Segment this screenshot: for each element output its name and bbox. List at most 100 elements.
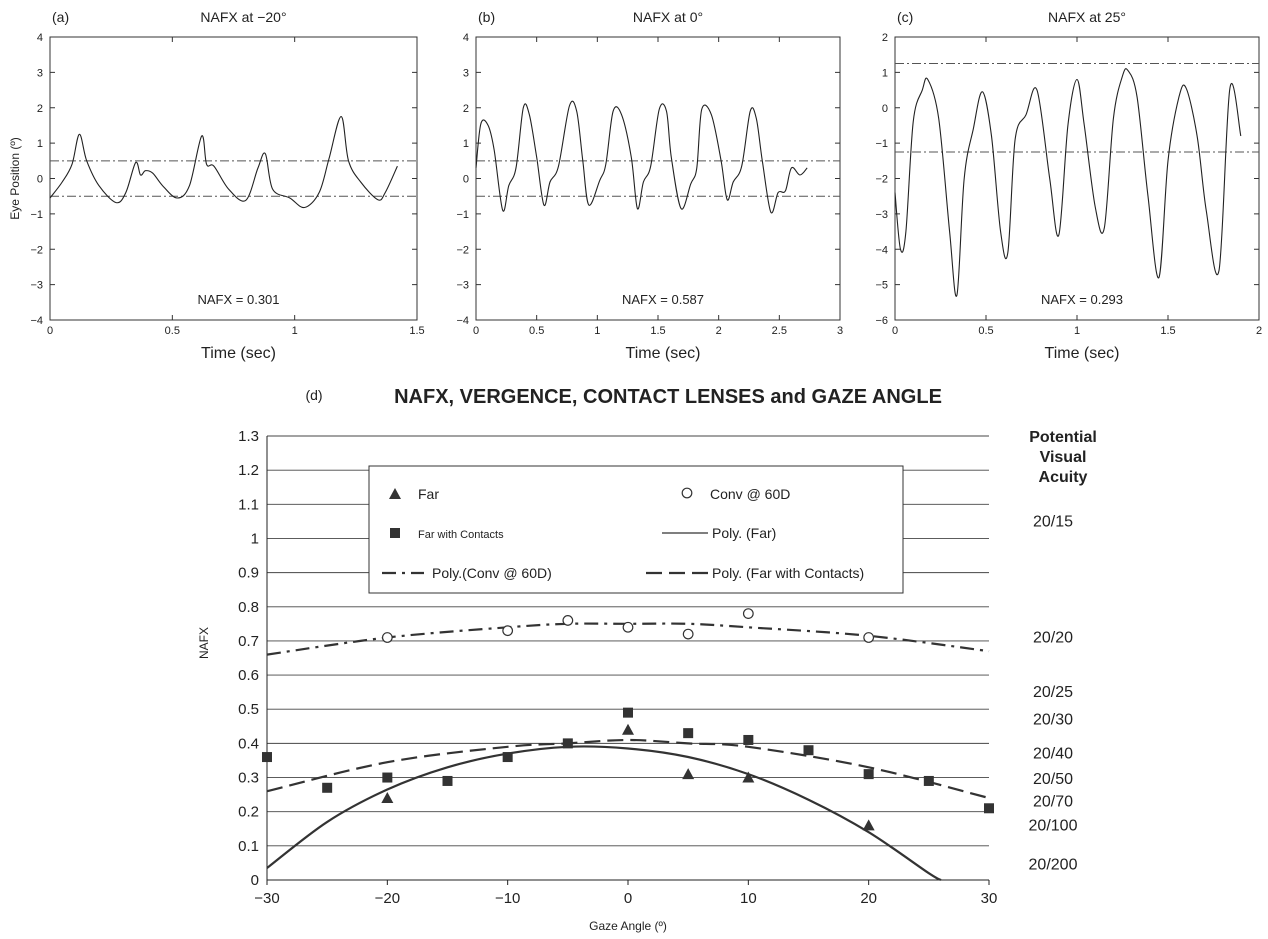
acuity-title: Potential	[1029, 429, 1097, 446]
data-point	[502, 625, 514, 637]
panel-tag: (b)	[478, 9, 495, 25]
legend-conv-marker	[681, 487, 693, 499]
y-tick-label: 1	[37, 138, 43, 150]
y-tick-label: 0.4	[238, 735, 259, 752]
data-point	[382, 772, 393, 783]
panel-tag: (d)	[305, 387, 322, 403]
data-point	[803, 745, 814, 756]
x-tick-label: 0	[47, 325, 53, 337]
data-point	[562, 615, 574, 626]
panel-b: −4 −3 −2 −1 0 1 2 3 4 0 0.5 1 1.5 2 2.5 3 (b) NAFX at 0° N…	[456, 9, 843, 362]
y-tick-label: 1.3	[238, 428, 259, 445]
data-point	[743, 734, 754, 745]
y-tick-label: −4	[30, 315, 43, 327]
panel-tag: (c)	[897, 9, 913, 25]
y-tick-label: 4	[463, 32, 469, 44]
y-tick-label: 3	[463, 67, 469, 79]
x-tick-label: 1.5	[650, 325, 665, 337]
y-tick-label: 1.2	[238, 462, 259, 479]
acuity-label: 20/20	[1033, 630, 1073, 647]
acuity-label: 20/200	[1029, 857, 1078, 874]
nafx-annotation: NAFX = 0.301	[197, 292, 279, 307]
y-tick-label: 1.1	[238, 496, 259, 513]
x-tick-label: 1.5	[1160, 325, 1175, 337]
data-point	[562, 738, 573, 749]
data-point	[442, 775, 453, 786]
x-tick-label: 0.5	[978, 325, 993, 337]
panel-c: −6 −5 −4 −3 −2 −1 0 1 2 0 0.5 1 1.5 2 (c) NAFX at 25° NA…	[875, 9, 1262, 362]
panel-tag: (a)	[52, 9, 69, 25]
x-tick-label: 30	[981, 890, 998, 907]
eye-position-trace	[49, 116, 398, 209]
y-tick-label: 0.2	[238, 804, 259, 821]
y-tick-label: −1	[456, 209, 469, 221]
y-tick-label: −4	[456, 315, 469, 327]
legend-contacts-marker	[390, 528, 400, 538]
data-point	[862, 819, 875, 831]
y-tick-label: −3	[30, 280, 43, 292]
y-tick-label: 3	[37, 67, 43, 79]
y-tick-label: −6	[875, 315, 888, 327]
y-tick-label: 0.6	[238, 667, 259, 684]
legend-label: Far with Contacts	[418, 529, 504, 541]
x-tick-label: 1	[292, 325, 298, 337]
x-tick-label: 0	[892, 325, 898, 337]
data-point	[683, 728, 694, 739]
data-point	[863, 769, 874, 780]
x-tick-label: 2	[716, 325, 722, 337]
y-axis-label: Eye Position (º)	[8, 137, 22, 219]
x-tick-label: 0	[473, 325, 479, 337]
nafx-annotation: NAFX = 0.587	[622, 292, 704, 307]
x-tick-label: 20	[860, 890, 877, 907]
y-tick-label: 2	[882, 32, 888, 44]
y-tick-label: 0.3	[238, 770, 259, 787]
y-tick-label: −2	[30, 244, 43, 256]
data-point	[622, 723, 634, 735]
panel-title: NAFX at 0°	[633, 9, 703, 25]
y-tick-label: 0	[463, 174, 469, 186]
acuity-title: Acuity	[1039, 469, 1088, 486]
x-tick-label: 2.5	[772, 325, 787, 337]
y-tick-label: 0.5	[238, 701, 259, 718]
y-tick-label: 0	[251, 872, 259, 889]
y-tick-label: −5	[875, 280, 888, 292]
x-axis-label: Time (sec)	[1045, 345, 1120, 362]
data-point	[623, 707, 633, 718]
y-tick-label: −2	[875, 174, 888, 186]
x-tick-label: −30	[254, 890, 279, 907]
legend-label: Poly.(Conv @ 60D)	[432, 565, 552, 581]
panel-title: NAFX at −20°	[200, 9, 286, 25]
legend-label: Poly. (Far)	[712, 525, 776, 541]
panel-title: NAFX at 25°	[1048, 9, 1126, 25]
data-point	[381, 792, 394, 804]
y-tick-label: 0.9	[238, 565, 259, 582]
data-point	[262, 752, 272, 763]
acuity-label: 20/100	[1029, 817, 1078, 834]
y-tick-label: 4	[37, 32, 43, 44]
x-tick-label: 3	[837, 325, 843, 337]
y-tick-label: 2	[463, 103, 469, 115]
x-tick-label: 0.5	[529, 325, 544, 337]
eye-position-trace	[475, 100, 808, 214]
data-point	[984, 803, 994, 814]
y-tick-label: −3	[875, 209, 888, 221]
plot-frame	[49, 36, 418, 321]
y-tick-label: 0.7	[238, 633, 259, 650]
legend-label: Poly. (Far with Contacts)	[712, 565, 864, 581]
data-point	[742, 771, 755, 783]
trendline	[266, 745, 942, 881]
y-tick-label: 0.1	[238, 838, 259, 855]
y-tick-label: 1	[882, 67, 888, 79]
data-point	[502, 752, 513, 763]
acuity-label: 20/40	[1033, 746, 1073, 763]
y-tick-label: −4	[875, 244, 888, 256]
x-axis-label: Time (sec)	[626, 345, 701, 362]
acuity-title: Visual	[1040, 449, 1087, 466]
x-tick-label: 0.5	[165, 325, 180, 337]
acuity-label: 20/25	[1033, 684, 1073, 701]
eye-position-trace	[894, 68, 1242, 297]
y-tick-label: 2	[37, 103, 43, 115]
y-tick-label: −2	[456, 244, 469, 256]
x-axis-label: Gaze Angle (º)	[589, 919, 667, 933]
panel-d: (d) NAFX, VERGENCE, CONTACT LENSES and GA…	[197, 386, 1097, 933]
